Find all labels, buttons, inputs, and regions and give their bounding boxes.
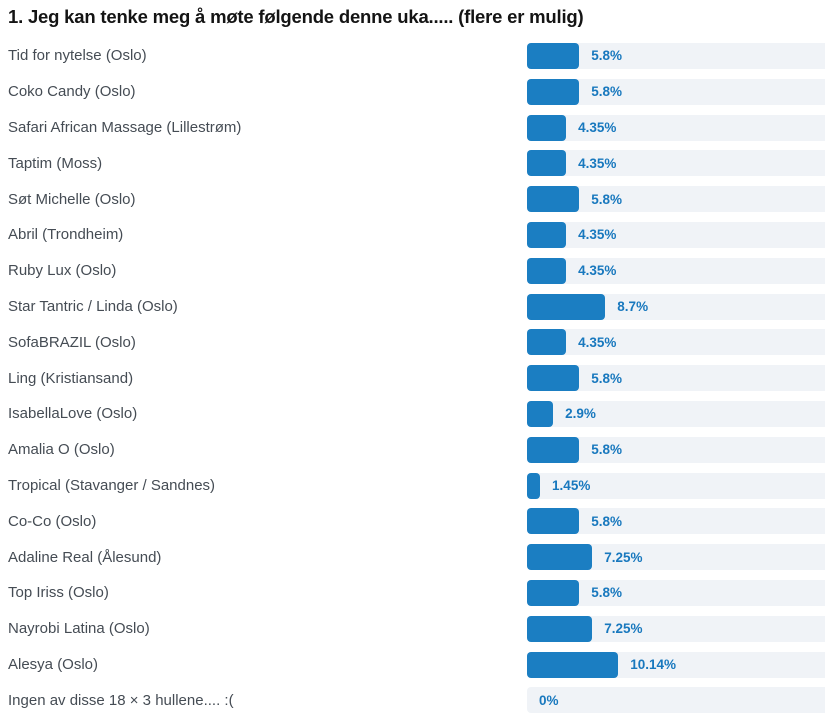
result-percentage: 5.8%: [591, 48, 622, 64]
result-bar: [527, 293, 606, 320]
result-percentage: 7.25%: [604, 549, 643, 565]
poll-option-row: Abril (Trondheim) 4.35%: [8, 221, 825, 248]
result-percentage: 4.35%: [578, 227, 617, 243]
result-bar: [527, 257, 567, 284]
poll-option-row: Taptim (Moss) 4.35%: [8, 150, 825, 177]
result-bar: [527, 329, 567, 356]
poll-option-row: IsabellaLove (Oslo) 2.9%: [8, 400, 825, 427]
result-bar: [527, 579, 580, 606]
result-bar-track: 5.8%: [527, 186, 825, 213]
result-bar-track: 7.25%: [527, 544, 825, 571]
result-bar-track: 7.25%: [527, 615, 825, 642]
result-bar-track: 5.8%: [527, 436, 825, 463]
result-bar-track: 4.35%: [527, 329, 825, 356]
result-percentage: 4.35%: [578, 155, 617, 171]
result-bar: [527, 221, 567, 248]
result-bar: [527, 114, 567, 141]
poll-option-row: Amalia O (Oslo) 5.8%: [8, 436, 825, 463]
option-label: Ingen av disse 18 × 3 hullene.... :(: [8, 691, 234, 709]
option-label: Ling (Kristiansand): [8, 369, 134, 387]
option-label: Coko Candy (Oslo): [8, 83, 136, 101]
poll-option-row: Søt Michelle (Oslo) 5.8%: [8, 186, 825, 213]
result-bar: [527, 365, 580, 392]
option-label: Ruby Lux (Oslo): [8, 262, 117, 280]
option-label: Tropical (Stavanger / Sandnes): [8, 477, 216, 495]
result-percentage: 5.8%: [591, 370, 622, 386]
poll-option-row: Safari African Massage (Lillestrøm) 4.35…: [8, 114, 825, 141]
result-bar-track: 4.35%: [527, 114, 825, 141]
result-bar-track: 5.8%: [527, 78, 825, 105]
option-label: IsabellaLove (Oslo): [8, 405, 138, 423]
result-bar: [527, 150, 567, 177]
result-bar-track: 10.14%: [527, 651, 825, 678]
result-bar: [527, 186, 580, 213]
option-label: Top Iriss (Oslo): [8, 584, 109, 602]
option-label: Taptim (Moss): [8, 154, 103, 172]
poll-option-row: SofaBRAZIL (Oslo) 4.35%: [8, 329, 825, 356]
result-percentage: 8.7%: [617, 299, 649, 315]
result-bar-track: 5.8%: [527, 508, 825, 535]
result-percentage: 5.8%: [591, 84, 622, 100]
option-label: Alesya (Oslo): [8, 656, 99, 674]
result-bar-track: 4.35%: [527, 150, 825, 177]
option-label: Tid for nytelse (Oslo): [8, 47, 147, 65]
result-bar-track: 8.7%: [527, 293, 825, 320]
result-bar-track: 5.8%: [527, 365, 825, 392]
poll-options-list: Tid for nytelse (Oslo) 5.8% Coko Candy (…: [8, 42, 825, 714]
poll-option-row: Coko Candy (Oslo) 5.8%: [8, 78, 825, 105]
result-percentage: 10.14%: [630, 657, 677, 673]
result-percentage: 4.35%: [578, 263, 617, 279]
result-percentage: 5.8%: [591, 442, 622, 458]
option-label: Safari African Massage (Lillestrøm): [8, 119, 242, 137]
result-bar-track: 4.35%: [527, 257, 825, 284]
poll-option-row: Tropical (Stavanger / Sandnes) 1.45%: [8, 472, 825, 499]
option-label: SofaBRAZIL (Oslo): [8, 333, 136, 351]
option-label: Nayrobi Latina (Oslo): [8, 620, 150, 638]
result-bar: [527, 78, 580, 105]
option-label: Amalia O (Oslo): [8, 441, 115, 459]
result-percentage: 5.8%: [591, 191, 622, 207]
result-bar-track: 2.9%: [527, 400, 825, 427]
result-percentage: 2.9%: [565, 406, 596, 422]
poll-option-row: Ingen av disse 18 × 3 hullene.... :( 0%: [8, 687, 825, 714]
poll-option-row: Star Tantric / Linda (Oslo) 8.7%: [8, 293, 825, 320]
result-percentage: 0%: [539, 692, 559, 708]
result-bar-track: 5.8%: [527, 42, 825, 69]
result-bar: [527, 472, 541, 499]
poll-question-title: 1. Jeg kan tenke meg å møte følgende den…: [8, 6, 584, 27]
poll-option-row: Ling (Kristiansand) 5.8%: [8, 365, 825, 392]
result-bar: [527, 42, 580, 69]
option-label: Abril (Trondheim): [8, 226, 124, 244]
result-percentage: 4.35%: [578, 334, 617, 350]
result-bar: [527, 651, 619, 678]
poll-option-row: Nayrobi Latina (Oslo) 7.25%: [8, 615, 825, 642]
poll-option-row: Top Iriss (Oslo) 5.8%: [8, 579, 825, 606]
poll-option-row: Ruby Lux (Oslo) 4.35%: [8, 257, 825, 284]
result-percentage: 5.8%: [591, 585, 622, 601]
poll-option-row: Tid for nytelse (Oslo) 5.8%: [8, 42, 825, 69]
result-bar-track: 1.45%: [527, 472, 825, 499]
result-bar-track: 5.8%: [527, 579, 825, 606]
result-percentage: 1.45%: [552, 478, 591, 494]
poll-option-row: Co-Co (Oslo) 5.8%: [8, 508, 825, 535]
result-bar-track: 4.35%: [527, 221, 825, 248]
option-label: Star Tantric / Linda (Oslo): [8, 298, 178, 316]
poll-option-row: Alesya (Oslo) 10.14%: [8, 651, 825, 678]
option-label: Søt Michelle (Oslo): [8, 190, 136, 208]
result-bar: [527, 508, 580, 535]
result-percentage: 4.35%: [578, 120, 617, 136]
result-percentage: 7.25%: [604, 621, 643, 637]
result-bar: [527, 400, 554, 427]
result-bar: [527, 544, 593, 571]
option-label: Co-Co (Oslo): [8, 512, 97, 530]
option-label: Adaline Real (Ålesund): [8, 548, 162, 566]
result-bar: [527, 436, 580, 463]
poll-option-row: Adaline Real (Ålesund) 7.25%: [8, 544, 825, 571]
result-percentage: 5.8%: [591, 513, 622, 529]
result-bar: [527, 615, 593, 642]
result-bar-track: 0%: [527, 687, 825, 714]
